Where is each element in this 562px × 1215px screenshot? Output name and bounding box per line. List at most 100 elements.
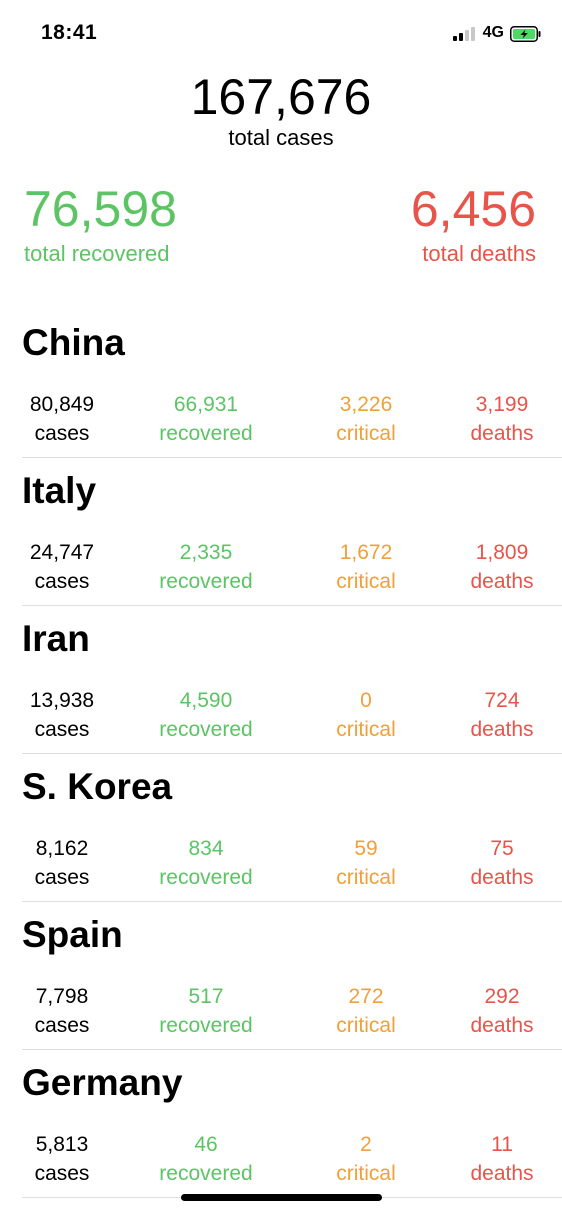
total-recovered: 76,598 total recovered [24,182,177,268]
network-type: 4G [482,24,504,41]
country-name: Germany [22,1062,183,1103]
sub-totals: 76,598 total recovered 6,456 total death… [24,182,536,268]
country-name: Iran [22,618,90,659]
deaths-stat: 1,809 deaths [422,538,562,596]
country-list: China 80,849 cases 66,931 recovered 3,226 c… [0,316,562,1204]
cases-value: 13,938 [29,689,95,712]
deaths-label: deaths [470,1162,534,1185]
critical-value: 3,226 [339,393,393,416]
row-divider [22,457,562,458]
country-row[interactable]: Italy 24,747 cases 2,335 recovered 1,672 cr… [0,464,562,612]
row-divider [22,605,562,606]
country-row[interactable]: Spain 7,798 cases 517 recovered 272 critica… [0,908,562,1056]
critical-stat: 2 critical [286,1130,446,1188]
country-stats: 13,938 cases 4,590 recovered 0 critical 724… [0,686,562,746]
country-row[interactable]: S. Korea 8,162 cases 834 recovered 59 criti… [0,760,562,908]
cases-stat: 5,813 cases [0,1130,142,1188]
recovered-stat: 66,931 recovered [126,390,286,448]
deaths-label: deaths [470,866,534,889]
recovered-value: 4,590 [179,689,233,712]
cases-label: cases [34,1162,90,1185]
recovered-value: 834 [188,837,224,860]
deaths-label: deaths [470,570,534,593]
recovered-value: 46 [194,1133,218,1156]
total-deaths-value: 6,456 [410,181,536,237]
recovered-label: recovered [159,1014,253,1037]
recovered-stat: 4,590 recovered [126,686,286,744]
deaths-value: 3,199 [475,393,529,416]
critical-value: 0 [360,689,372,712]
recovered-label: recovered [159,422,253,445]
status-bar: 18:41 4G [0,0,562,66]
country-stats: 7,798 cases 517 recovered 272 critical 292 d… [0,982,562,1042]
critical-value: 1,672 [339,541,393,564]
deaths-stat: 75 deaths [422,834,562,892]
critical-stat: 0 critical [286,686,446,744]
cases-value: 24,747 [29,541,95,564]
battery-charging-icon [510,25,541,42]
cellular-signal-icon [452,25,475,41]
cases-value: 7,798 [35,985,89,1008]
country-stats: 80,849 cases 66,931 recovered 3,226 critica… [0,390,562,450]
critical-label: critical [336,718,396,741]
country-name: Spain [22,914,123,955]
recovered-label: recovered [159,570,253,593]
country-row[interactable]: Iran 13,938 cases 4,590 recovered 0 critica… [0,612,562,760]
recovered-value: 2,335 [179,541,233,564]
cases-value: 8,162 [35,837,89,860]
cases-label: cases [34,422,90,445]
total-cases-label: total cases [228,125,334,150]
country-stats: 5,813 cases 46 recovered 2 critical 11 death… [0,1130,562,1190]
deaths-stat: 724 deaths [422,686,562,744]
deaths-value: 11 [491,1133,513,1156]
cases-label: cases [34,866,90,889]
total-recovered-value: 76,598 [24,181,177,237]
recovered-stat: 834 recovered [126,834,286,892]
cases-stat: 8,162 cases [0,834,142,892]
critical-value: 2 [360,1133,372,1156]
row-divider [22,753,562,754]
critical-value: 59 [354,837,378,860]
country-name: China [22,322,125,363]
country-row[interactable]: Germany 5,813 cases 46 recovered 2 critical… [0,1056,562,1204]
deaths-value: 292 [484,985,520,1008]
critical-value: 272 [348,985,384,1008]
deaths-label: deaths [470,422,534,445]
deaths-stat: 292 deaths [422,982,562,1040]
cases-stat: 13,938 cases [0,686,142,744]
critical-stat: 272 critical [286,982,446,1040]
cases-label: cases [34,570,90,593]
critical-stat: 1,672 critical [286,538,446,596]
country-row[interactable]: China 80,849 cases 66,931 recovered 3,226 c… [0,316,562,464]
row-divider [22,1049,562,1050]
deaths-value: 75 [490,837,514,860]
country-stats: 8,162 cases 834 recovered 59 critical 75 dea… [0,834,562,894]
cases-value: 5,813 [35,1133,89,1156]
deaths-label: deaths [470,718,534,741]
status-time: 18:41 [41,21,98,44]
critical-label: critical [336,866,396,889]
critical-label: critical [336,1162,396,1185]
cases-stat: 24,747 cases [0,538,142,596]
recovered-value: 66,931 [173,393,239,416]
deaths-value: 724 [484,689,520,712]
home-indicator[interactable] [181,1194,382,1201]
deaths-stat: 11 deaths [422,1130,562,1188]
status-indicators: 4G [452,24,541,42]
deaths-value: 1,809 [475,541,529,564]
deaths-stat: 3,199 deaths [422,390,562,448]
row-divider [22,901,562,902]
critical-label: critical [336,1014,396,1037]
critical-label: critical [336,570,396,593]
cases-label: cases [34,718,90,741]
cases-stat: 7,798 cases [0,982,142,1040]
critical-label: critical [336,422,396,445]
cases-label: cases [34,1014,90,1037]
cases-stat: 80,849 cases [0,390,142,448]
country-name: Italy [22,470,97,511]
total-deaths: 6,456 total deaths [411,182,536,268]
recovered-label: recovered [159,1162,253,1185]
recovered-stat: 517 recovered [126,982,286,1040]
total-cases-value: 167,676 [190,69,372,125]
critical-stat: 3,226 critical [286,390,446,448]
